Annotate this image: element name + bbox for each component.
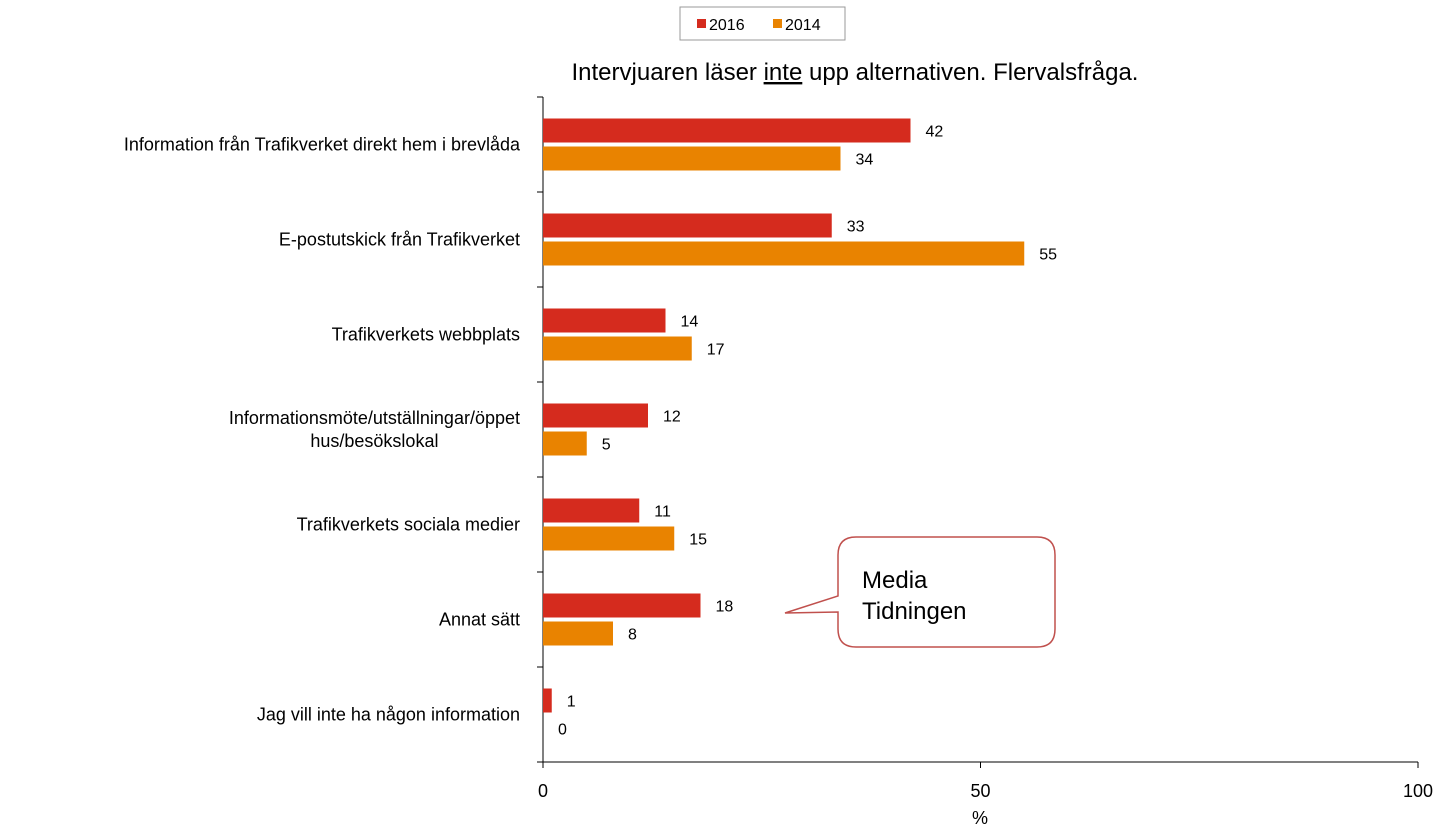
bar <box>543 431 587 456</box>
bar <box>543 118 911 143</box>
bar <box>543 621 613 646</box>
y-tick-label: Annat sätt <box>439 610 520 630</box>
y-tick-label: Trafikverkets webbplats <box>332 325 520 345</box>
title-part: Intervjuaren läser <box>572 59 764 86</box>
value-label: 18 <box>716 599 734 616</box>
title-part: upp alternativen. Flervalsfråga. <box>802 59 1138 86</box>
x-tick-label: 50 <box>970 781 990 801</box>
x-axis-label: % <box>972 808 988 828</box>
value-label: 11 <box>654 504 671 521</box>
value-label: 0 <box>558 722 567 739</box>
x-tick-label: 0 <box>538 781 548 801</box>
callout <box>784 536 1056 648</box>
value-label: 17 <box>707 342 725 359</box>
title-part: inte <box>764 59 803 86</box>
bar <box>543 688 552 713</box>
value-label: 14 <box>681 314 699 331</box>
legend-swatch <box>773 19 782 28</box>
value-label: 15 <box>689 532 707 549</box>
value-label: 42 <box>926 124 944 141</box>
legend-box <box>679 6 846 41</box>
legend-swatch <box>697 19 706 28</box>
y-tick-label: Jag vill inte ha någon information <box>257 705 520 725</box>
y-tick-label: Information från Trafikverket direkt hem… <box>124 135 521 155</box>
value-label: 55 <box>1039 247 1057 264</box>
y-tick-label: E-postutskick från Trafikverket <box>279 230 520 250</box>
bar <box>543 526 675 551</box>
value-label: 34 <box>856 152 874 169</box>
legend-label: 2016 <box>709 17 745 34</box>
value-label: 8 <box>628 627 637 644</box>
bar <box>543 146 841 171</box>
bar <box>543 308 666 333</box>
value-label: 5 <box>602 437 611 454</box>
x-tick-label: 100 <box>1403 781 1433 801</box>
bar <box>543 498 640 523</box>
y-tick-label: Informationsmöte/utställningar/öppet hus/… <box>229 408 520 451</box>
value-label: 12 <box>663 409 681 426</box>
value-label: 1 <box>567 694 576 711</box>
annotation: Media Tidningen <box>862 567 967 625</box>
bar <box>543 213 832 238</box>
bar <box>543 593 701 618</box>
y-tick-label: Trafikverkets sociala medier <box>297 515 520 535</box>
bar <box>543 241 1025 266</box>
bar <box>543 336 692 361</box>
bar <box>543 403 648 428</box>
chart-title: Intervjuaren läser inte upp alternativen… <box>572 59 1139 86</box>
legend-label: 2014 <box>785 17 821 34</box>
value-label: 33 <box>847 219 865 236</box>
